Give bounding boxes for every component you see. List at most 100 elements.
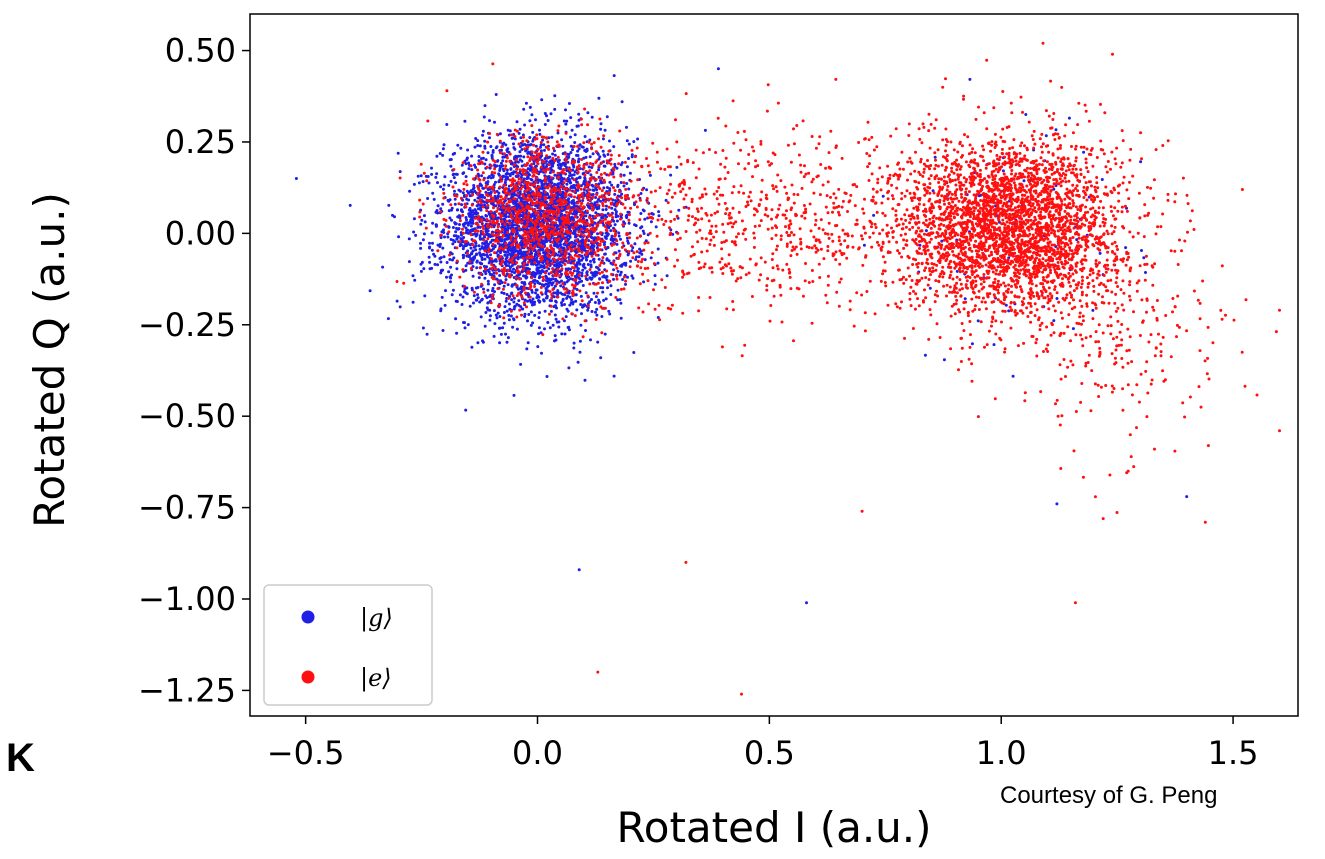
data-point	[468, 213, 472, 217]
data-point	[872, 213, 876, 217]
data-point	[502, 174, 505, 178]
data-point	[527, 150, 530, 154]
data-point	[483, 139, 487, 143]
data-point	[1054, 128, 1058, 132]
data-point	[1021, 110, 1024, 114]
data-point	[489, 253, 492, 257]
data-point	[506, 237, 510, 241]
data-point	[507, 261, 511, 265]
data-point	[1033, 206, 1037, 210]
data-point	[1044, 347, 1048, 351]
data-point	[953, 312, 957, 316]
data-point	[476, 144, 480, 147]
data-point	[448, 258, 452, 261]
data-point	[1016, 195, 1020, 199]
data-point	[582, 262, 586, 266]
data-point	[411, 300, 415, 304]
data-point	[974, 279, 978, 283]
data-point	[922, 213, 926, 217]
data-point	[483, 324, 487, 328]
data-point	[475, 204, 479, 208]
data-point	[552, 149, 556, 153]
data-point	[561, 292, 564, 296]
data-point	[509, 314, 513, 318]
data-point	[563, 303, 566, 306]
data-point	[947, 262, 951, 266]
data-point	[919, 157, 923, 161]
data-point	[439, 207, 443, 211]
data-point	[423, 294, 427, 298]
data-point	[1069, 241, 1073, 245]
data-point	[528, 119, 532, 123]
data-point	[408, 189, 412, 193]
data-point	[603, 332, 607, 336]
data-point	[531, 214, 535, 218]
data-point	[504, 299, 508, 303]
data-point	[537, 332, 540, 336]
data-point	[1059, 184, 1063, 188]
data-point	[1047, 167, 1051, 171]
data-point	[592, 257, 596, 261]
data-point	[568, 303, 572, 307]
data-point	[625, 139, 629, 143]
data-point	[616, 214, 620, 218]
data-point	[476, 341, 480, 345]
data-point	[964, 160, 968, 164]
data-point	[1091, 308, 1095, 312]
data-point	[558, 221, 562, 225]
data-point	[434, 224, 438, 228]
data-point	[584, 329, 587, 332]
data-point	[556, 160, 560, 164]
data-point	[1056, 264, 1060, 268]
data-point	[499, 332, 503, 336]
data-point	[512, 201, 516, 205]
data-point	[1071, 183, 1075, 187]
data-point	[483, 104, 487, 108]
data-point	[609, 261, 613, 265]
data-point	[602, 298, 606, 302]
data-point	[1016, 344, 1020, 348]
data-point	[619, 301, 623, 305]
data-point	[577, 157, 581, 161]
data-point	[1068, 291, 1072, 295]
data-point	[470, 286, 474, 290]
data-point	[483, 241, 487, 245]
data-point	[1032, 146, 1036, 150]
data-point	[920, 276, 924, 280]
data-point	[451, 288, 455, 292]
data-point	[504, 213, 508, 217]
data-point	[557, 261, 561, 265]
data-point	[605, 215, 609, 219]
data-point	[502, 284, 506, 288]
data-point	[518, 150, 522, 154]
data-point	[565, 296, 569, 300]
data-point	[913, 307, 917, 311]
data-point	[556, 131, 560, 135]
data-point	[950, 304, 954, 308]
data-point	[505, 154, 509, 157]
data-point	[526, 167, 530, 171]
data-point	[441, 187, 445, 191]
data-point	[1059, 144, 1062, 147]
data-point	[457, 188, 461, 192]
data-point	[447, 209, 451, 213]
data-point	[537, 316, 541, 320]
data-point	[570, 186, 574, 189]
data-point	[620, 264, 624, 268]
data-point	[581, 145, 585, 149]
data-point	[664, 198, 668, 202]
data-point	[582, 182, 586, 186]
data-point	[606, 232, 610, 236]
data-point	[577, 147, 581, 151]
data-point	[649, 256, 653, 260]
data-point	[641, 208, 645, 212]
data-point	[609, 284, 613, 288]
data-point	[1064, 123, 1068, 127]
data-point	[630, 249, 634, 253]
data-point	[517, 195, 521, 199]
data-point	[569, 116, 573, 120]
data-point	[412, 230, 416, 234]
data-point	[576, 154, 580, 157]
data-point	[1025, 184, 1029, 188]
data-point	[525, 347, 529, 351]
